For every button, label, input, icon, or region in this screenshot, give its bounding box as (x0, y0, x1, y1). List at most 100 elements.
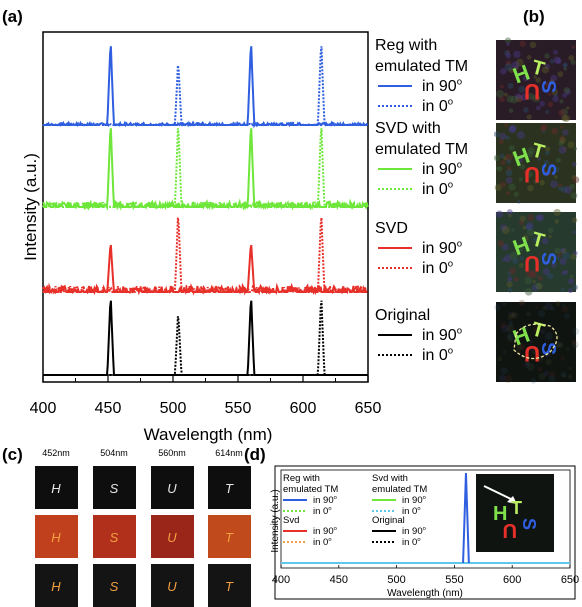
panel-b-speckle (553, 166, 560, 173)
panel-b-speckle (519, 215, 527, 222)
panel-b-speckle (493, 154, 501, 162)
panel-b-speckle (516, 94, 524, 102)
panel-b-speckle (507, 271, 512, 276)
panel-label-a: (a) (2, 7, 23, 26)
panel-b-speckle (494, 184, 502, 192)
panel-b-speckle (551, 171, 556, 176)
panel-b-speckle (506, 158, 512, 164)
panel-b-speckle (555, 255, 561, 261)
panel-b-letter: T (529, 228, 546, 252)
panel-b-speckle (545, 82, 551, 88)
panel-b-speckle (518, 85, 526, 93)
panel-b-letter: S (537, 80, 559, 93)
panel-b-speckle (525, 224, 533, 231)
panel-b-speckle (553, 208, 561, 217)
panel-b-speckle (493, 131, 500, 138)
panel-a-series-line (43, 300, 368, 376)
panel-b-speckle (535, 105, 541, 111)
panel-b-speckle (520, 93, 528, 101)
panel-b-speckle (506, 166, 512, 172)
panel-b-speckle (563, 114, 571, 122)
panel-a-series (42, 46, 369, 376)
panel-b-speckle (532, 94, 541, 103)
panel-d-peak-line (462, 472, 470, 564)
panel-b-speckle (573, 146, 578, 151)
panel-d-legend-item: in 90o (402, 526, 426, 537)
panel-b-speckle (571, 339, 577, 345)
panel-b-speckle (499, 181, 506, 188)
panel-b-speckle (544, 332, 553, 341)
panel-b-speckle (567, 141, 575, 149)
panel-c-column-label: 614nm (215, 448, 243, 458)
panel-b-speckle (537, 310, 546, 318)
panel-b-speckle (505, 136, 510, 140)
panel-b-speckle (506, 332, 515, 340)
panel-d-x-tick-label: 600 (503, 574, 521, 586)
panel-b-speckle (540, 126, 546, 132)
panel-b-speckle (541, 237, 549, 245)
panel-b-speckle (499, 96, 506, 103)
panel-c-letter: U (167, 579, 177, 594)
panel-b-speckle (503, 156, 508, 161)
panel-c-image (35, 466, 78, 509)
panel-b-speckle (507, 322, 513, 328)
panel-a-series-line (42, 217, 368, 296)
panel-b-speckle (527, 93, 535, 101)
panel-b-speckle (548, 79, 555, 85)
panel-b-speckle (518, 177, 523, 182)
panel-c-image (93, 564, 136, 607)
panel-b-speckle (558, 186, 563, 191)
panel-b-speckle (507, 278, 512, 283)
panel-b-speckle (519, 247, 524, 252)
panel-b-speckle (495, 89, 504, 98)
panel-b-speckle (569, 183, 576, 190)
panel-b-speckle (544, 169, 552, 177)
panel-b-speckle (550, 74, 558, 82)
panel-b-image (496, 40, 576, 120)
panel-b-speckle (512, 257, 519, 265)
panel-b-speckle (513, 191, 520, 197)
panel-b-speckle (509, 124, 517, 133)
panel-b-speckle (542, 305, 547, 311)
panel-c-letter: T (225, 579, 234, 594)
panel-b-speckle (547, 101, 554, 108)
panel-d-inset-letter: U (503, 519, 517, 541)
panel-b-speckle (572, 340, 579, 348)
panel-b-speckle (562, 129, 569, 136)
panel-b-speckle (561, 270, 566, 275)
panel-b-speckle (571, 162, 577, 167)
panel-a-legend-item: in 0o (422, 180, 453, 198)
panel-d-legend-item: in 0o (402, 506, 421, 517)
panel-d-series (281, 472, 570, 564)
panel-d-inset-arrow-line (483, 485, 514, 501)
panel-b-speckle (564, 186, 572, 194)
panel-d-x-tick-label: 400 (272, 574, 290, 586)
panel-b-speckle (526, 228, 535, 237)
panel-b-speckle (541, 66, 550, 74)
panel-b-speckle (533, 75, 537, 79)
panel-b-speckle (502, 243, 509, 251)
panel-b-speckle (499, 153, 505, 159)
panel-b-speckle (535, 282, 543, 290)
panel-b-speckle (526, 114, 532, 120)
panel-b-speckle (550, 306, 556, 312)
panel-b-speckle (504, 254, 512, 263)
panel-a-legend-title: Reg with (375, 37, 437, 54)
panel-c-image (93, 466, 136, 509)
panel-d-inset-background (476, 474, 554, 552)
panel-b-speckle (519, 256, 524, 261)
panel-b-speckle (511, 228, 515, 232)
panel-c-image (208, 564, 251, 607)
panel-a-legend-item: in 0o (422, 346, 453, 364)
panel-b-speckle (513, 276, 519, 282)
panel-b-speckle (511, 313, 516, 317)
panel-b-speckle (539, 179, 545, 186)
panel-b-speckle (558, 140, 564, 146)
panel-b-speckle (548, 227, 554, 234)
panel-b-speckle (560, 247, 566, 253)
panel-b-speckle (518, 299, 525, 307)
panel-b-speckle (554, 93, 558, 98)
panel-b-speckle (505, 52, 512, 59)
panel-b-speckle (538, 372, 546, 381)
